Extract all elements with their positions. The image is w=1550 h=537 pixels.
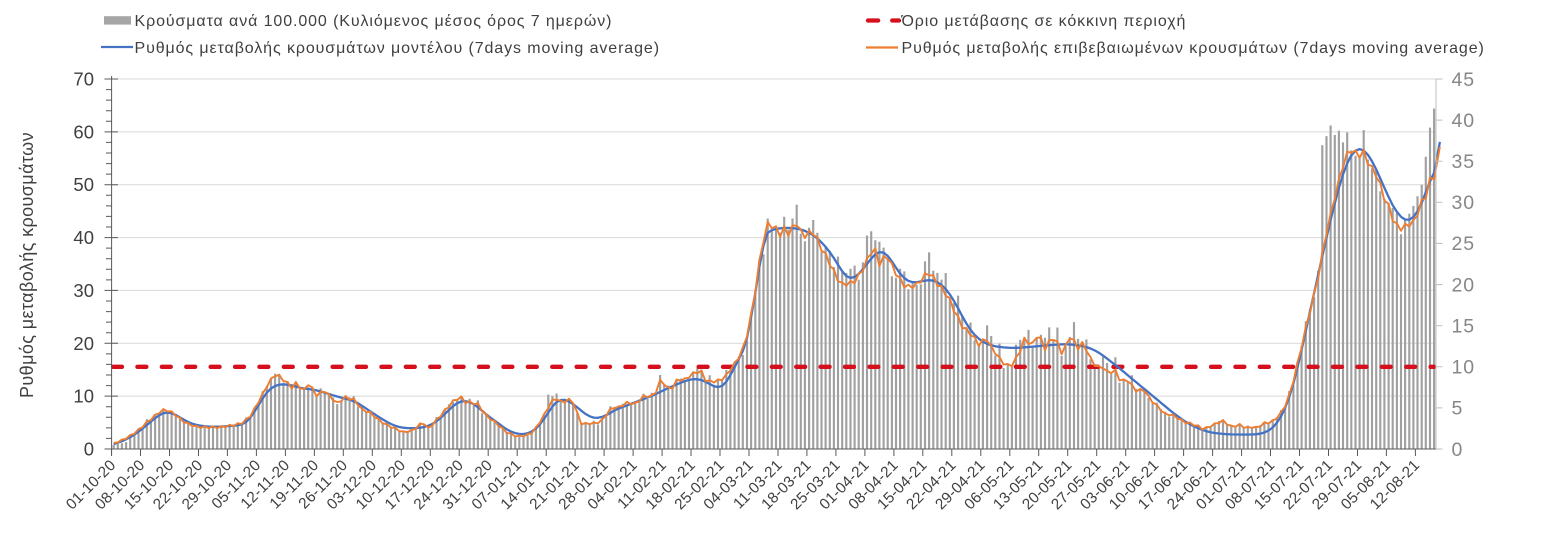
svg-text:10: 10 (1452, 357, 1476, 379)
svg-text:20: 20 (1452, 274, 1476, 296)
svg-text:20: 20 (73, 333, 94, 354)
svg-text:Ρυθμός μεταβολής κρουσμάτων μο: Ρυθμός μεταβολής κρουσμάτων μοντέλου (7d… (135, 40, 660, 57)
svg-text:Ρυθμός μεταβολής επιβεβαιωμένω: Ρυθμός μεταβολής επιβεβαιωμένων κρουσμάτ… (902, 40, 1485, 57)
svg-text:0: 0 (84, 439, 94, 460)
svg-text:0: 0 (1452, 439, 1464, 461)
svg-text:40: 40 (73, 227, 94, 248)
svg-text:70: 70 (73, 69, 94, 90)
svg-text:Όριο μετάβασης σε κόκκινη περι: Όριο μετάβασης σε κόκκινη περιοχή (901, 13, 1187, 30)
svg-text:45: 45 (1452, 69, 1476, 91)
svg-text:15: 15 (1452, 316, 1476, 338)
svg-text:30: 30 (1452, 192, 1476, 214)
svg-text:Κρούσματα ανά 100.000 (Κυλιόμε: Κρούσματα ανά 100.000 (Κυλιόμενος μέσος … (135, 13, 613, 30)
svg-text:Ρυθμός μεταβολής κρουσμάτων: Ρυθμός μεταβολής κρουσμάτων (17, 132, 37, 398)
svg-text:10: 10 (73, 386, 94, 407)
svg-text:35: 35 (1452, 151, 1476, 173)
svg-text:50: 50 (73, 174, 94, 195)
svg-text:30: 30 (73, 280, 94, 301)
svg-text:40: 40 (1452, 110, 1476, 132)
svg-text:5: 5 (1452, 398, 1464, 420)
svg-text:25: 25 (1452, 233, 1476, 255)
svg-text:60: 60 (73, 121, 94, 142)
